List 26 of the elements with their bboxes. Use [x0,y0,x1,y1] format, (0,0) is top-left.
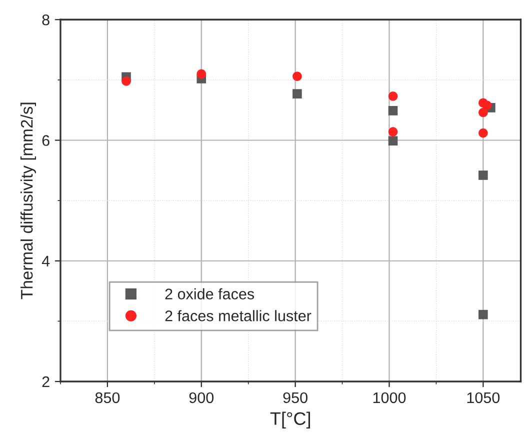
point [388,92,398,101]
point [478,108,488,118]
y-tick-label: 2 [42,376,50,388]
point [292,89,302,98]
point [478,310,488,320]
point [388,127,398,136]
point [478,128,488,138]
y-tick-label: 4 [42,256,50,266]
point [292,72,302,81]
y-axis-title: Thermal diffusivity [mm2/s] [20,102,36,300]
point [196,69,206,79]
x-axis-title: T[°C] [270,412,310,429]
point [482,100,492,110]
x-tick-label: 1050 [467,392,500,404]
x-tick-label: 950 [283,392,308,404]
point [122,76,131,86]
legend-label: 2 faces metallic luster [165,310,312,322]
point [388,106,398,116]
x-tick-label: 850 [95,392,120,404]
y-tick-label: 8 [42,14,50,26]
point [478,170,488,180]
point [388,136,398,146]
legend-label: 2 oxide faces [165,288,254,300]
y-tick-label: 6 [42,135,50,146]
x-tick-label: 1000 [373,392,406,404]
x-tick-label: 900 [189,392,214,404]
